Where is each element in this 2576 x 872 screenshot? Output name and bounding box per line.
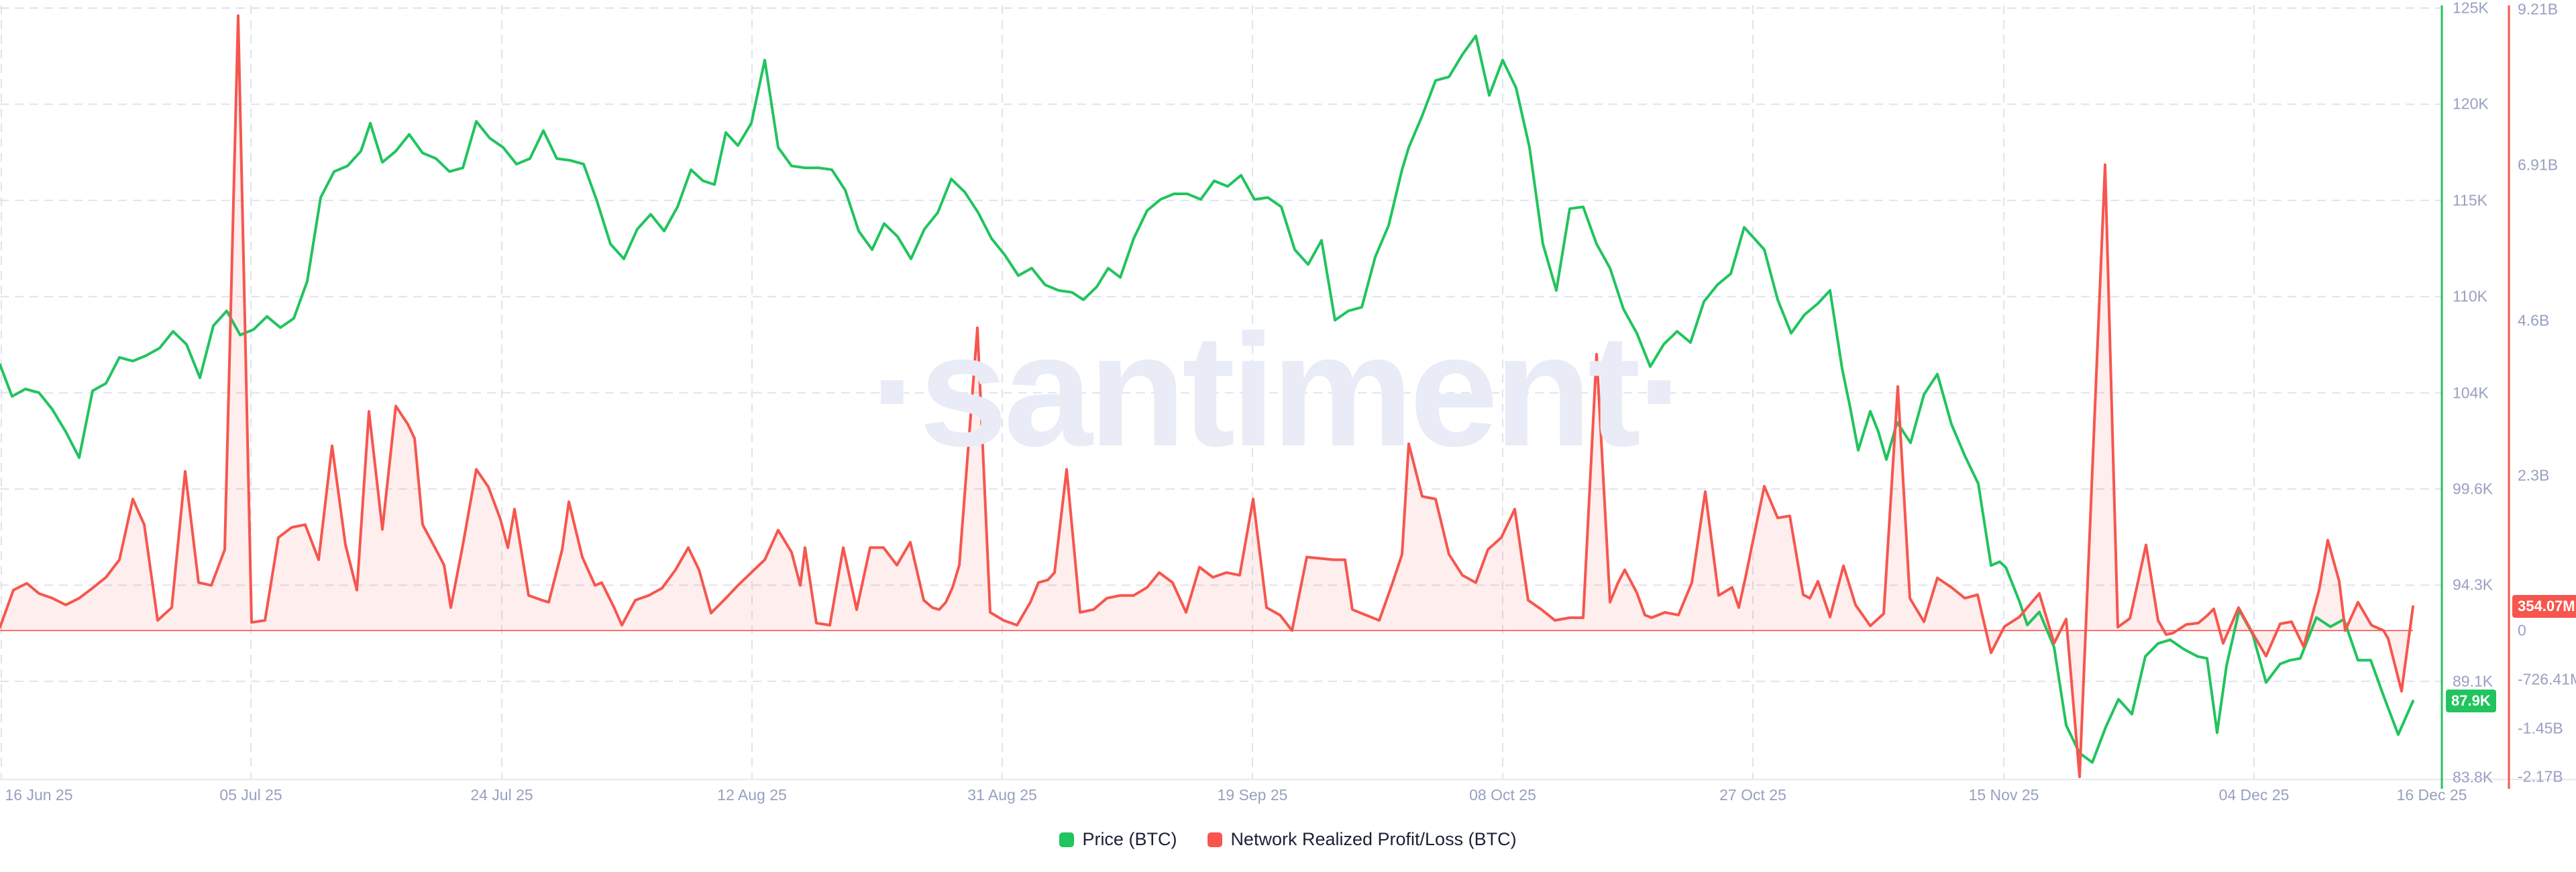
nrpl-tick-label: 9.21B	[2518, 0, 2559, 18]
price-tick-label: 104K	[2453, 384, 2489, 402]
nrpl-tick-label: -1.45B	[2518, 719, 2563, 737]
date-tick-label: 05 Jul 25	[219, 786, 282, 804]
price-tick-label: 83.8K	[2453, 768, 2493, 786]
price-tick-label: 115K	[2453, 191, 2488, 209]
price-current-badge: 87.9K	[2446, 690, 2496, 713]
nrpl-tick-label: -726.41M	[2518, 670, 2576, 688]
date-tick-label: 16 Dec 25	[2396, 786, 2467, 804]
nrpl-tick-label: 4.6B	[2518, 311, 2550, 329]
price-tick-label: 110K	[2453, 287, 2488, 305]
legend-item-nrpl[interactable]: Network Realized Profit/Loss (BTC)	[1208, 829, 1517, 849]
date-tick-label: 31 Aug 25	[967, 786, 1037, 804]
chart-legend: Price (BTC) Network Realized Profit/Loss …	[0, 830, 2576, 849]
nrpl-current-badge: 354.07M	[2512, 595, 2576, 618]
legend-item-price[interactable]: Price (BTC)	[1059, 830, 1177, 849]
legend-label-nrpl: Network Realized Profit/Loss (BTC)	[1230, 829, 1517, 849]
date-tick-label: 24 Jul 25	[470, 786, 533, 804]
price-line[interactable]	[0, 34, 2414, 764]
date-tick-label: 12 Aug 25	[717, 786, 787, 804]
nrpl-tick-label: 2.3B	[2518, 466, 2550, 484]
date-tick-label: 15 Nov 25	[1968, 786, 2039, 804]
date-tick-label: 19 Sep 25	[1217, 786, 1288, 804]
date-tick-label: 27 Oct 25	[1719, 786, 1786, 804]
legend-swatch-price	[1059, 832, 1075, 847]
price-tick-label: 125K	[2453, 0, 2489, 17]
nrpl-tick-label: 6.91B	[2518, 156, 2559, 174]
legend-swatch-nrpl	[1208, 832, 1223, 847]
nrpl-tick-label: 0	[2518, 621, 2526, 639]
nrpl-tick-label: -2.17B	[2518, 767, 2563, 785]
price-tick-label: 94.3K	[2453, 576, 2493, 594]
nrpl-line[interactable]	[0, 14, 2414, 779]
date-tick-label: 16 Jun 25	[5, 786, 73, 804]
date-tick-label: 04 Dec 25	[2218, 786, 2290, 804]
price-tick-label: 99.6K	[2453, 480, 2493, 498]
santiment-watermark: ·santiment·	[869, 302, 1690, 480]
price-tick-label: 89.1K	[2453, 672, 2493, 690]
legend-label-price: Price (BTC)	[1082, 829, 1177, 849]
price-tick-label: 120K	[2453, 95, 2489, 113]
date-tick-label: 08 Oct 25	[1469, 786, 1536, 804]
